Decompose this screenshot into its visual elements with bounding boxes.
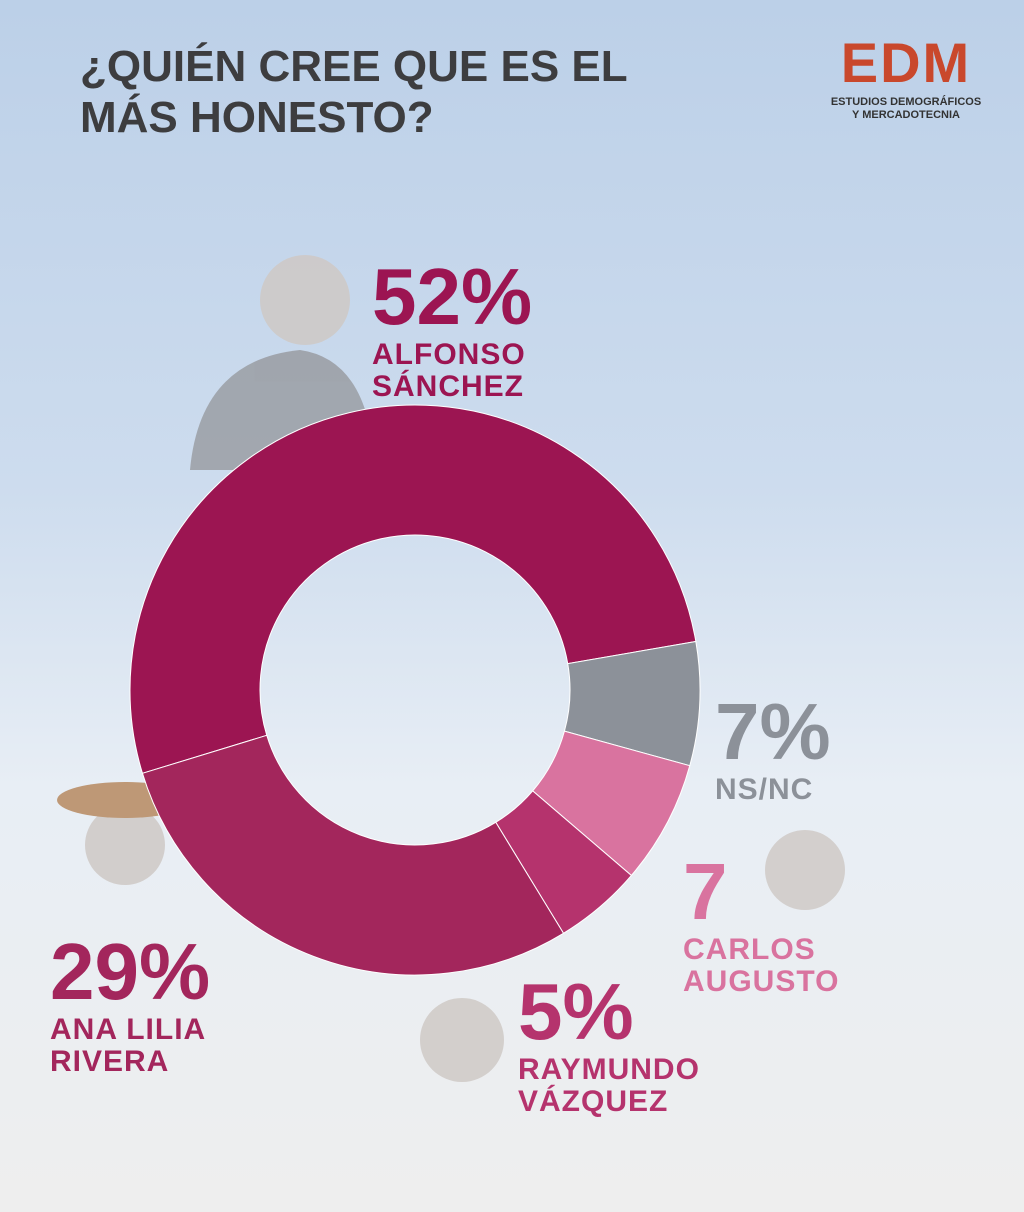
category-label: RAYMUNDO VÁZQUEZ [518, 1053, 700, 1118]
category-label: NS/NC [715, 773, 814, 806]
value-label: 5% [518, 967, 634, 1056]
photo [260, 255, 350, 345]
donut-segment [129, 404, 697, 774]
logo-subtitle: ESTUDIOS DEMOGRÁFICOS Y MERCADOTECNIA [830, 96, 982, 122]
segment-label: 7% NS/NC [715, 690, 875, 806]
value-label: 7% [715, 687, 831, 776]
donut-segment [141, 734, 565, 976]
photo [420, 998, 504, 1082]
value-label: 29% [50, 927, 211, 1016]
segment-label: 52% ALFONSO SÁNCHEZ [372, 255, 572, 402]
photo [765, 830, 845, 910]
value-label: 52% [372, 252, 533, 341]
chart-title: ¿QUIÉN CREE QUE ES EL MÁS HONESTO? [80, 42, 627, 142]
photo [85, 805, 165, 885]
category-label: ALFONSO SÁNCHEZ [372, 338, 526, 403]
category-label: CARLOS AUGUSTO [683, 933, 840, 998]
logo: EDM [840, 31, 972, 94]
segment-label: 5% RAYMUNDO VÁZQUEZ [518, 970, 748, 1117]
value-label: 7 [683, 847, 728, 936]
segment-label: 29% ANA LILIA RIVERA [50, 930, 260, 1077]
category-label: ANA LILIA RIVERA [50, 1013, 206, 1078]
segment-label: 7 CARLOS AUGUSTO [683, 850, 873, 997]
